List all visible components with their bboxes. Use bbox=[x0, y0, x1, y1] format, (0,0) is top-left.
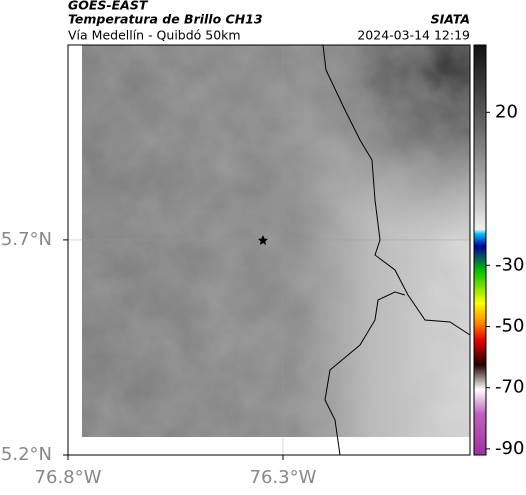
x-tick-label: 76.8°W bbox=[35, 467, 102, 488]
colorbar bbox=[473, 44, 487, 456]
source: GOES-EAST bbox=[68, 0, 149, 13]
title: Temperatura de Brillo CH13 bbox=[68, 12, 263, 27]
colorbar-label: -90 bbox=[495, 438, 524, 459]
subtitle: Vía Medellín - Quibdó 50km bbox=[68, 28, 241, 43]
colorbar-ticks: 20 -30 -50 -70 -90 bbox=[486, 101, 524, 459]
colorbar-label: -70 bbox=[495, 377, 524, 398]
y-tick-label: 5.2°N bbox=[1, 444, 52, 465]
datetime: 2024-03-14 12:19 bbox=[357, 28, 470, 43]
map-frame bbox=[67, 44, 471, 456]
satellite-image bbox=[82, 45, 470, 437]
colorbar-label: -30 bbox=[495, 254, 524, 275]
border-line bbox=[322, 44, 471, 336]
location-marker bbox=[258, 235, 268, 245]
colorbar-label: 20 bbox=[495, 101, 518, 122]
x-tick-label: 76.3°W bbox=[250, 467, 317, 488]
colorbar-label: -50 bbox=[495, 315, 524, 336]
border-line bbox=[324, 291, 406, 456]
y-tick-label: 5.7°N bbox=[1, 229, 52, 250]
org: SIATA bbox=[431, 12, 470, 27]
